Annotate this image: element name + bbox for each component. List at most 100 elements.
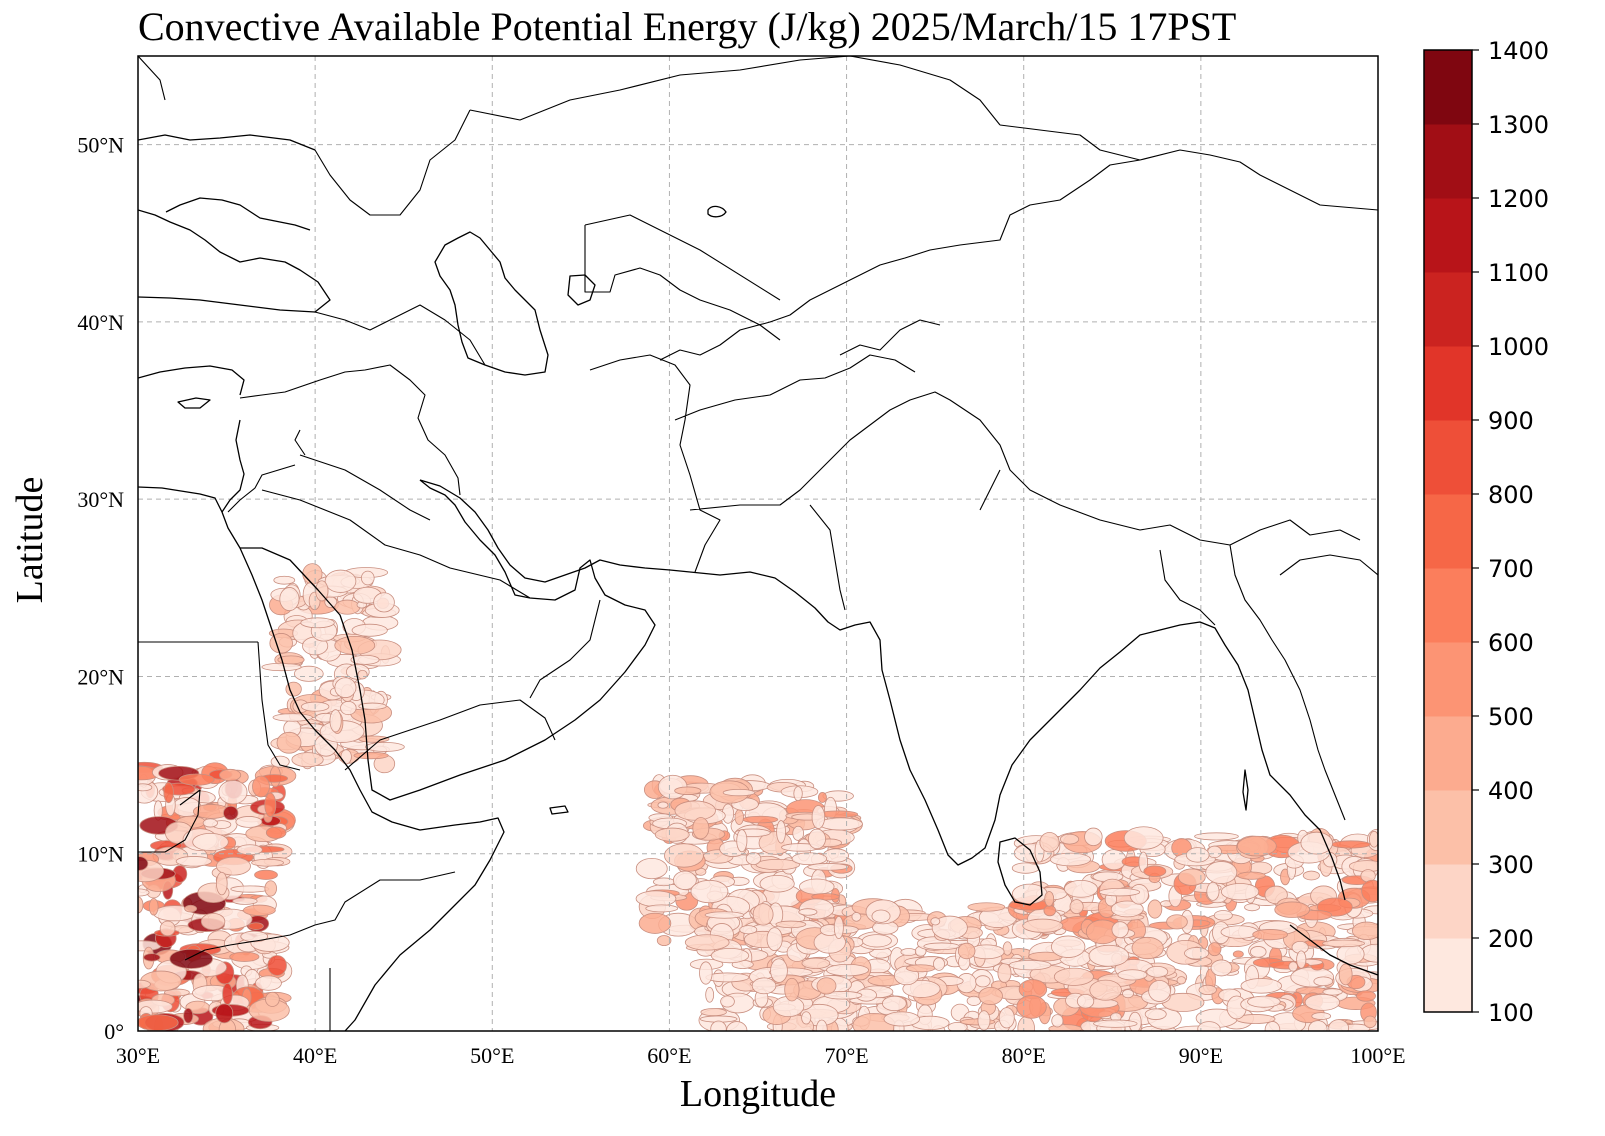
cape-cell (673, 870, 697, 890)
cape-cell (1184, 947, 1210, 960)
cape-cell (734, 809, 744, 825)
cape-cell (334, 677, 357, 698)
cape-cell (722, 788, 756, 797)
colorbar-tick-label: 1200 (1488, 185, 1549, 213)
cape-cell (169, 948, 214, 969)
x-tick-label: 50°E (470, 1043, 514, 1068)
cape-cell (704, 911, 745, 919)
cape-cell (957, 942, 976, 960)
cape-cell (1264, 1021, 1281, 1031)
colorbar-frame (1423, 49, 1473, 1013)
colorbar-segment (1424, 346, 1472, 421)
colorbar-segment (1424, 568, 1472, 643)
cape-cell (1044, 891, 1055, 907)
cape-cell (178, 773, 215, 786)
cape-cell (1237, 871, 1266, 880)
cape-cell (264, 880, 277, 897)
x-axis-label: Longitude (680, 1073, 836, 1115)
cape-cell (784, 977, 800, 1002)
y-tick-label: 40°N (77, 310, 124, 335)
cape-cell (1288, 961, 1298, 972)
cape-cell (1053, 967, 1094, 986)
coastline-lake (707, 205, 727, 218)
cape-cell (264, 792, 277, 818)
cape-cell (242, 904, 276, 916)
cape-cell (826, 963, 869, 977)
cape-cell (334, 635, 376, 655)
cape-cell (751, 977, 777, 995)
coastline-turkey-south (138, 365, 245, 396)
cape-cell (1240, 978, 1283, 994)
cape-cell (143, 953, 161, 962)
cape-cell (931, 915, 968, 940)
cape-cell (947, 1021, 968, 1031)
cape-cell (1059, 833, 1080, 845)
cape-cell (664, 843, 704, 868)
cape-cell (222, 982, 233, 1005)
cape-cell (1098, 887, 1141, 897)
cape-cell (358, 702, 387, 710)
cape-cell (700, 1008, 727, 1017)
x-tick-label: 70°E (824, 1043, 868, 1068)
cape-cell (684, 934, 730, 951)
cape-cell (236, 844, 263, 856)
cape-cell (1252, 929, 1288, 941)
cape-cell (1207, 942, 1222, 957)
cape-cell (1051, 935, 1086, 958)
cape-cell (175, 856, 212, 867)
colorbar-segment (1424, 790, 1472, 865)
cape-cell (977, 1010, 991, 1031)
cape-cell (1089, 979, 1122, 1001)
cape-cell (791, 852, 828, 866)
colorbar-tick-label: 800 (1488, 481, 1534, 509)
colorbar-tick-label: 400 (1488, 777, 1534, 805)
map-frame (137, 55, 1379, 1032)
border-lines (138, 56, 1378, 1031)
cape-cell (138, 783, 153, 792)
colorbar: 100 200 300 400 500 600 700 800 900 1000 1100 1200 1… (1423, 37, 1549, 1027)
cape-cell (1360, 943, 1378, 963)
cape-cell (291, 752, 324, 768)
coastline-andaman (1242, 769, 1249, 811)
cape-cell (930, 917, 941, 926)
cape-cell (285, 681, 302, 697)
cape-cell (269, 633, 293, 654)
coastline-africa (138, 486, 505, 1031)
cape-cell (1338, 963, 1353, 986)
cape-cell (270, 755, 290, 768)
cape-cell (1368, 830, 1378, 848)
cape-cell (1051, 1014, 1064, 1028)
cape-cell (1177, 868, 1206, 886)
cape-cell (202, 818, 218, 828)
cape-cell (163, 782, 174, 804)
cape-cell (1361, 879, 1378, 903)
cape-cell (1117, 969, 1148, 981)
coastline-caspian (434, 231, 549, 376)
cape-cell (1198, 984, 1217, 996)
colorbar-tick-label: 300 (1488, 851, 1534, 879)
cape-cell (674, 800, 716, 821)
cape-cell (276, 731, 302, 754)
cape-cell (1356, 990, 1376, 1002)
cape-cell (799, 878, 835, 895)
cape-cell (1022, 918, 1064, 933)
cape-cell (267, 955, 287, 976)
cape-cell (652, 877, 675, 887)
cape-cell (822, 848, 850, 863)
cape-cell (223, 805, 239, 821)
cape-cell (801, 1011, 812, 1025)
cape-cell (1069, 899, 1084, 915)
cape-cell (798, 908, 818, 916)
cape-cell (373, 592, 395, 613)
cape-cell (736, 829, 748, 853)
cape-cell (745, 852, 762, 866)
cape-cell (759, 874, 795, 893)
cape-cell (254, 869, 278, 880)
cape-cell (251, 858, 284, 867)
cape-cell (1308, 1020, 1328, 1031)
cape-cell (674, 786, 702, 795)
cape-cell (978, 986, 1003, 1005)
cape-cell (645, 904, 679, 913)
cape-cell (1249, 946, 1267, 958)
